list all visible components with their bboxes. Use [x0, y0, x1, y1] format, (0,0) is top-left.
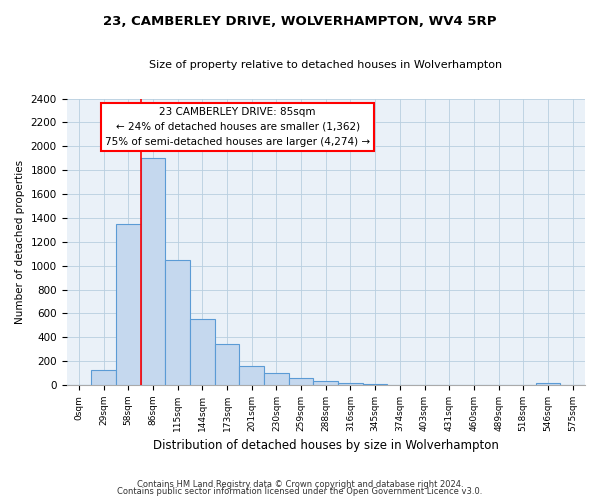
Text: Contains public sector information licensed under the Open Government Licence v3: Contains public sector information licen…	[118, 488, 482, 496]
Bar	[190, 320, 215, 385]
Text: 23, CAMBERLEY DRIVE, WOLVERHAMPTON, WV4 5RP: 23, CAMBERLEY DRIVE, WOLVERHAMPTON, WV4 …	[103, 15, 497, 28]
X-axis label: Distribution of detached houses by size in Wolverhampton: Distribution of detached houses by size …	[153, 440, 499, 452]
Bar	[91, 370, 116, 385]
Text: Contains HM Land Registry data © Crown copyright and database right 2024.: Contains HM Land Registry data © Crown c…	[137, 480, 463, 489]
Bar	[165, 260, 190, 385]
Bar	[313, 382, 338, 385]
Bar	[239, 366, 264, 385]
Bar	[338, 384, 363, 385]
Bar	[264, 372, 289, 385]
Title: Size of property relative to detached houses in Wolverhampton: Size of property relative to detached ho…	[149, 60, 502, 70]
Bar	[363, 384, 388, 385]
Bar	[215, 344, 239, 385]
Text: 23 CAMBERLEY DRIVE: 85sqm
← 24% of detached houses are smaller (1,362)
75% of se: 23 CAMBERLEY DRIVE: 85sqm ← 24% of detac…	[105, 107, 370, 147]
Bar	[536, 382, 560, 385]
Y-axis label: Number of detached properties: Number of detached properties	[15, 160, 25, 324]
Bar	[289, 378, 313, 385]
Bar	[116, 224, 140, 385]
Bar	[140, 158, 165, 385]
